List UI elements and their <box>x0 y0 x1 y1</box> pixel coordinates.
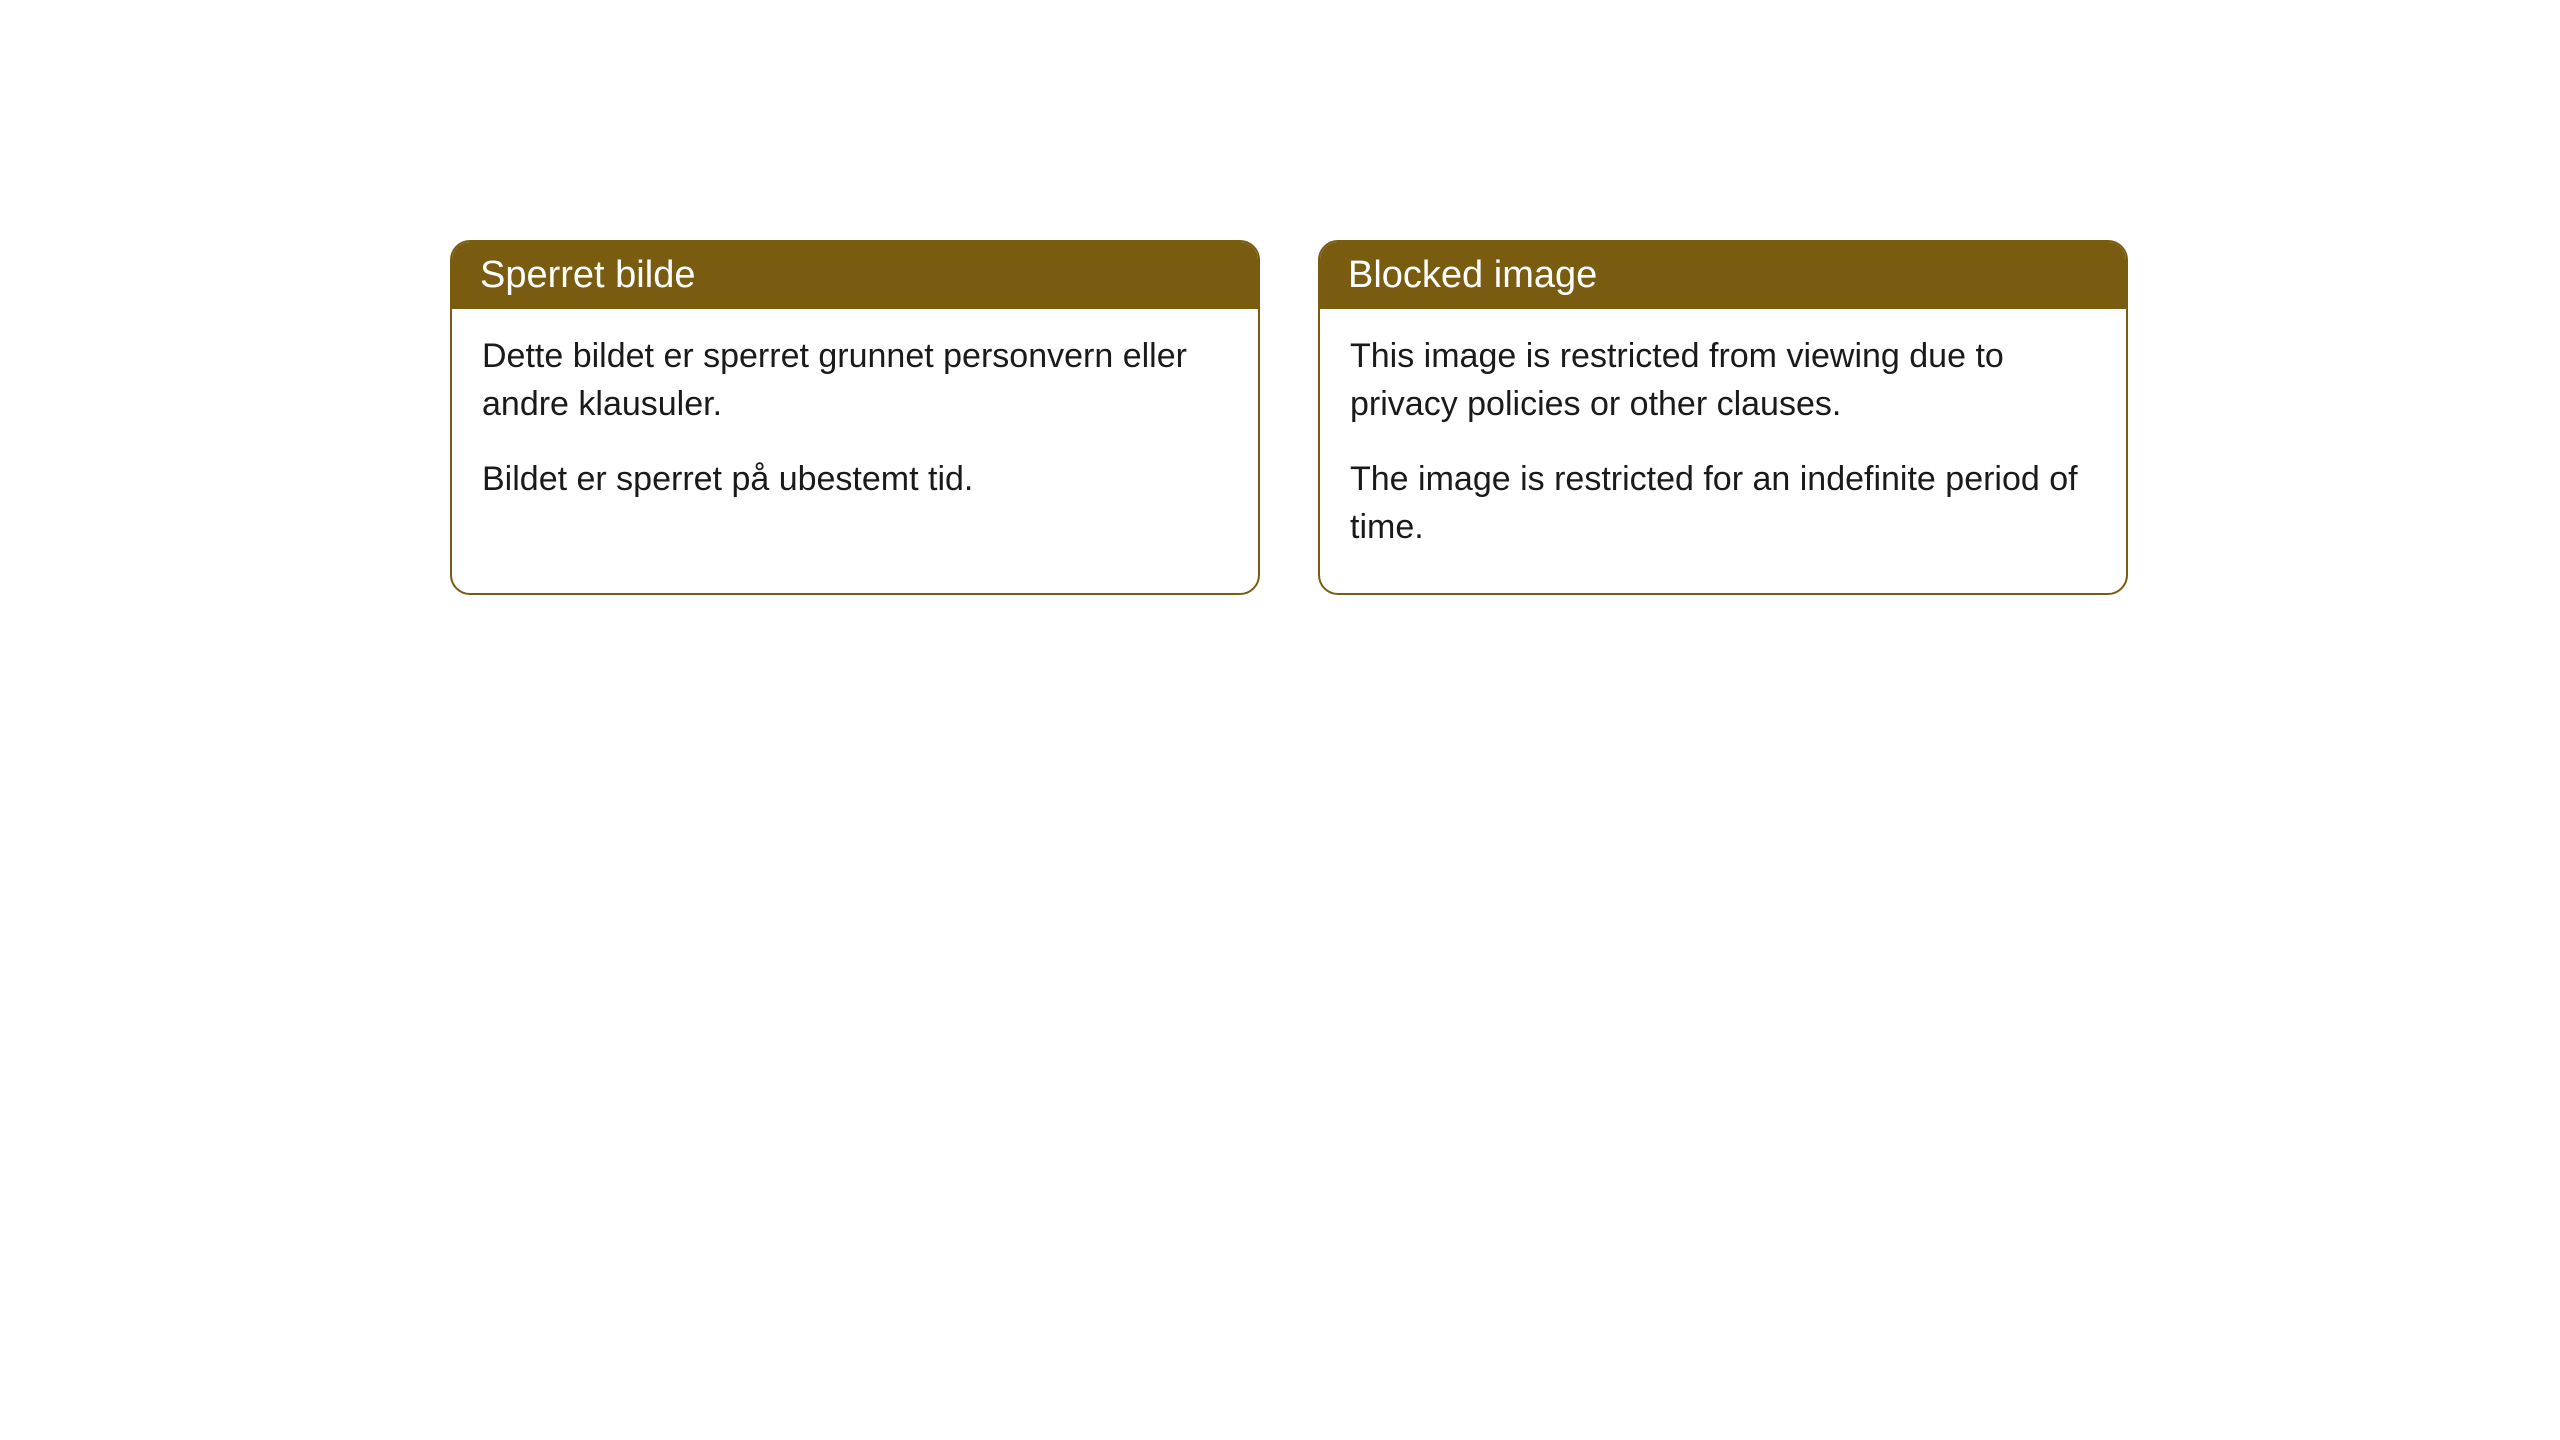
card-body: Dette bildet er sperret grunnet personve… <box>452 309 1258 546</box>
card-text-1: Dette bildet er sperret grunnet personve… <box>482 333 1228 428</box>
card-header: Blocked image <box>1320 242 2126 309</box>
card-text-1: This image is restricted from viewing du… <box>1350 333 2096 428</box>
blocked-image-card-en: Blocked image This image is restricted f… <box>1318 240 2128 595</box>
card-title: Sperret bilde <box>480 254 695 296</box>
card-header: Sperret bilde <box>452 242 1258 309</box>
card-text-2: Bildet er sperret på ubestemt tid. <box>482 456 1228 504</box>
card-body: This image is restricted from viewing du… <box>1320 309 2126 593</box>
card-title: Blocked image <box>1348 254 1597 296</box>
blocked-image-card-no: Sperret bilde Dette bildet er sperret gr… <box>450 240 1260 595</box>
notice-container: Sperret bilde Dette bildet er sperret gr… <box>0 0 2560 595</box>
card-text-2: The image is restricted for an indefinit… <box>1350 456 2096 551</box>
